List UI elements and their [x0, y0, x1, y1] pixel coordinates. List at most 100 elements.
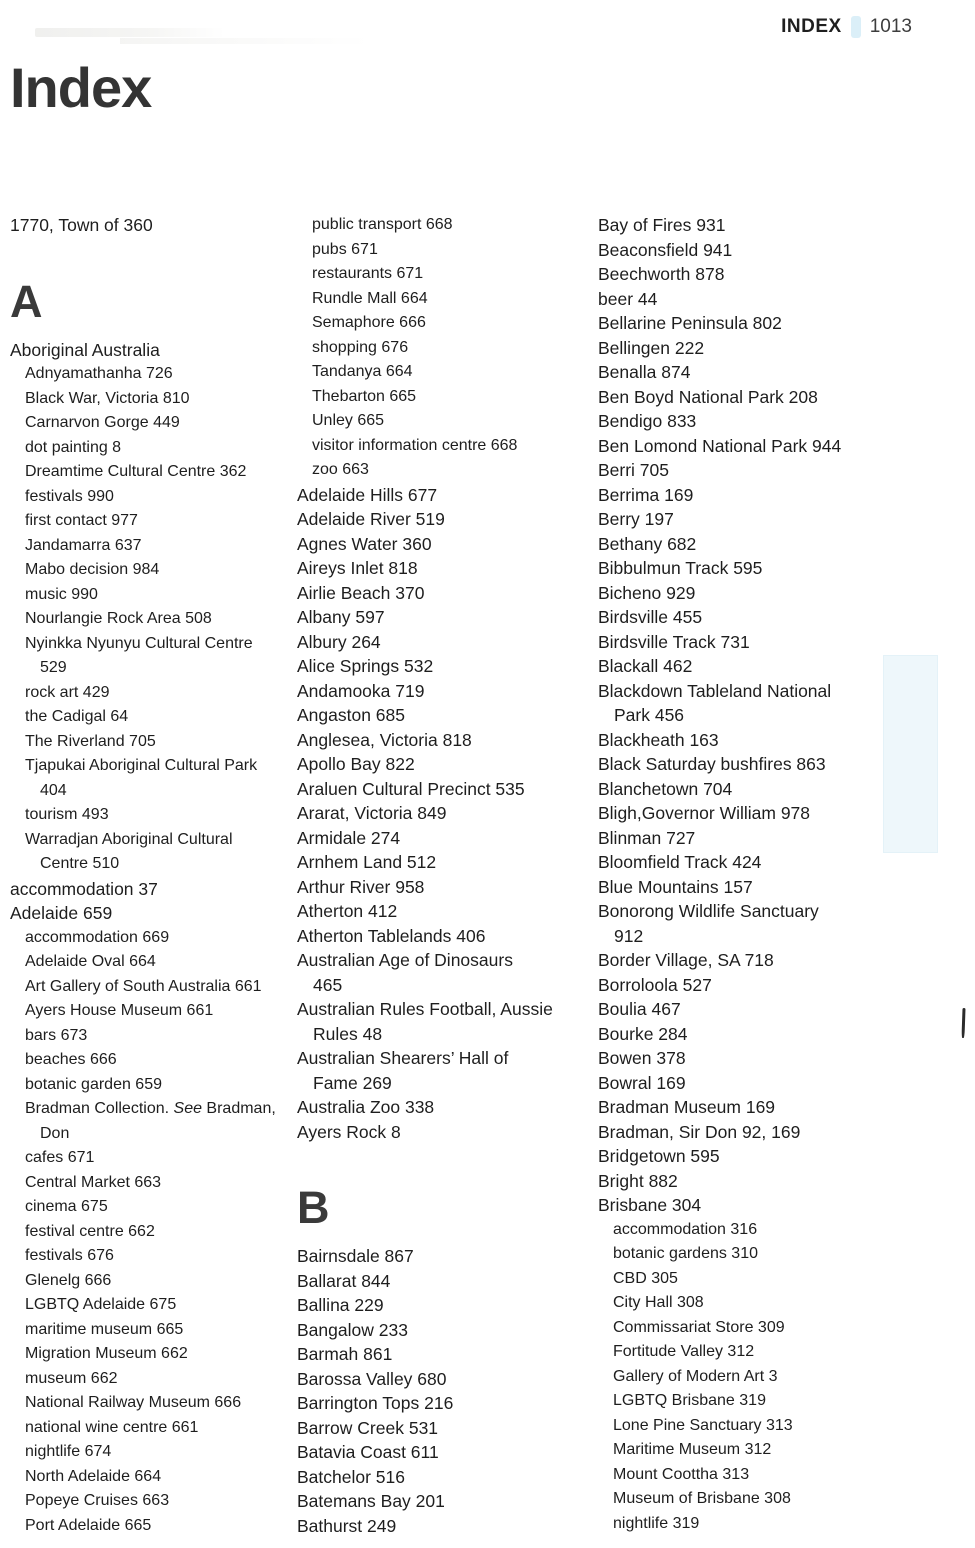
index-entry: Mount Coottha 313	[613, 1465, 750, 1483]
index-entry: Unley 665	[312, 412, 385, 429]
index-entry: zoo 663	[312, 461, 369, 478]
index-entry: Bendigo 833	[598, 411, 697, 431]
index-entry: Andamooka 719	[297, 680, 425, 701]
index-entry: Maritime Museum 312	[613, 1441, 772, 1458]
index-entry: botanic gardens 310	[613, 1245, 758, 1262]
index-entry: Gallery of Modern Art 3	[613, 1367, 778, 1385]
index-entry: rock art 429	[25, 683, 110, 701]
index-entry-wrap: Centre 510	[40, 855, 120, 872]
index-entry: Berri 705	[598, 460, 670, 480]
index-entry: Nourlangie Rock Area 508	[25, 610, 212, 627]
index-entry: CBD 305	[613, 1269, 678, 1287]
index-entry: City Hall 308	[613, 1294, 704, 1311]
index-entry: Thebarton 665	[312, 387, 417, 405]
index-entry: Black War, Victoria 810	[25, 389, 190, 407]
index-entry: the Cadigal 64	[25, 708, 129, 725]
index-entry: Bloomfield Track 424	[598, 852, 762, 872]
index-entry: Ballina 229	[297, 1295, 384, 1315]
index-column: Bay of Fires 931 Beaconsfield 941 Beechwor…	[598, 213, 970, 1536]
index-entry: Museum of Brisbane 308	[613, 1490, 791, 1507]
index-entry: Bathurst 249	[297, 1515, 397, 1536]
index-entry: nightlife 319	[613, 1514, 700, 1532]
index-entry: Barrington Tops 216	[297, 1393, 454, 1413]
index-entry: Blinman 727	[598, 827, 696, 848]
index-entry-wrap: Fame 269	[313, 1072, 392, 1093]
index-entry: Tjapukai Aboriginal Cultural Park	[25, 757, 258, 774]
index-entry: Adelaide Oval 664	[25, 953, 156, 970]
index-entry: Adelaide Hills 677	[297, 484, 438, 505]
index-entry: Blackdown Tableland National	[598, 680, 832, 701]
index-entry: Fortitude Valley 312	[613, 1343, 755, 1360]
index-entry: accommodation 669	[25, 928, 170, 946]
index-entry-wrap: 465	[313, 974, 343, 995]
index-entry: Australian Age of Dinosaurs	[297, 950, 513, 970]
index-entry: Araluen Cultural Precinct 535	[297, 778, 525, 799]
index-entry: Batemans Bay 201	[297, 1491, 445, 1511]
index-entry: Glenelg 666	[25, 1271, 112, 1289]
index-entry: Berrima 169	[598, 484, 694, 505]
index-entry: accommodation 316	[613, 1220, 758, 1238]
index-entry: music 990	[25, 585, 98, 603]
running-head: INDEX 1013	[781, 16, 912, 38]
index-entry: Aboriginal Australia	[10, 339, 160, 360]
index-entry: Ararat, Victoria 849	[297, 803, 447, 823]
index-entry: Ayers House Museum 661	[25, 1002, 214, 1019]
index-entry: Art Gallery of South Australia 661	[25, 977, 262, 995]
scan-smudge-artifact	[120, 38, 370, 44]
index-entry: Angaston 685	[297, 705, 406, 725]
index-entry: festival centre 662	[25, 1222, 155, 1240]
index-entry: Bangalow 233	[297, 1319, 408, 1340]
index-entry: beer 44	[598, 288, 658, 309]
index-entry: Black Saturday bushfires 863	[598, 754, 826, 774]
index-entry: Benalla 874	[598, 362, 691, 382]
index-entry: Blue Mountains 157	[598, 876, 753, 897]
index-entry: Atherton Tablelands 406	[297, 925, 486, 946]
index-entry: Carnarvon Gorge 449	[25, 414, 180, 431]
index-entry: National Railway Museum 666	[25, 1394, 242, 1411]
index-entry-wrap: Don	[40, 1124, 70, 1142]
index-entry: shopping 676	[312, 338, 409, 356]
index-entry: Albany 597	[297, 607, 385, 627]
running-head-label: INDEX	[781, 16, 842, 37]
index-section-letter: B	[297, 1182, 330, 1233]
index-entry: Arnhem Land 512	[297, 852, 437, 872]
scan-smudge-artifact	[35, 28, 225, 37]
index-entry: Arthur River 958	[297, 876, 425, 897]
index-entry: Bridgetown 595	[598, 1146, 720, 1166]
index-entry: public transport 668	[312, 216, 453, 233]
index-entry: accommodation 37	[10, 878, 158, 899]
index-entry: Barrow Creek 531	[297, 1417, 439, 1438]
index-entry: Jandamarra 637	[25, 536, 142, 554]
index-entry: Port Adelaide 665	[25, 1516, 152, 1534]
index-entry: LGBTQ Adelaide 675	[25, 1296, 177, 1313]
index-entry: Albury 264	[297, 631, 381, 652]
index-entry: museum 662	[25, 1369, 118, 1387]
index-entry: North Adelaide 664	[25, 1467, 162, 1485]
index-entry: Apollo Bay 822	[297, 754, 415, 774]
index-entry-wrap: 404	[40, 781, 67, 799]
index-entry: Australian Rules Football, Aussie	[297, 999, 553, 1019]
index-section-letter: A	[10, 275, 43, 327]
index-entry: restaurants 671	[312, 265, 424, 282]
index-entry: Mabo decision 984	[25, 561, 160, 578]
index-entry: Australian Shearers’ Hall of	[297, 1048, 509, 1068]
index-entry: Bradman Collection. See Bradman,	[25, 1100, 276, 1117]
index-entry: Border Village, SA 718	[598, 950, 774, 970]
index-entry: national wine centre 661	[25, 1418, 199, 1436]
index-entry: Bligh,Governor William 978	[598, 803, 811, 823]
index-entry: Atherton 412	[297, 901, 398, 921]
page-number: 1013	[869, 16, 912, 37]
index-entry: Barmah 861	[297, 1344, 393, 1364]
index-entry: Ballarat 844	[297, 1270, 391, 1291]
index-entry: Birdsville 455	[598, 607, 703, 627]
index-entry: Barossa Valley 680	[297, 1368, 447, 1389]
index-entry: Ayers Rock 8	[297, 1121, 401, 1142]
index-entry: The Riverland 705	[25, 732, 156, 750]
index-entry: Brisbane 304	[598, 1195, 702, 1215]
index-entry: 1770, Town of 360	[10, 215, 153, 235]
index-entry-wrap: Rules 48	[313, 1023, 383, 1044]
index-entry: Nyinkka Nyunyu Cultural Centre	[25, 634, 253, 652]
index-entry: Rundle Mall 664	[312, 289, 428, 307]
index-entry: cafes 671	[25, 1149, 95, 1166]
